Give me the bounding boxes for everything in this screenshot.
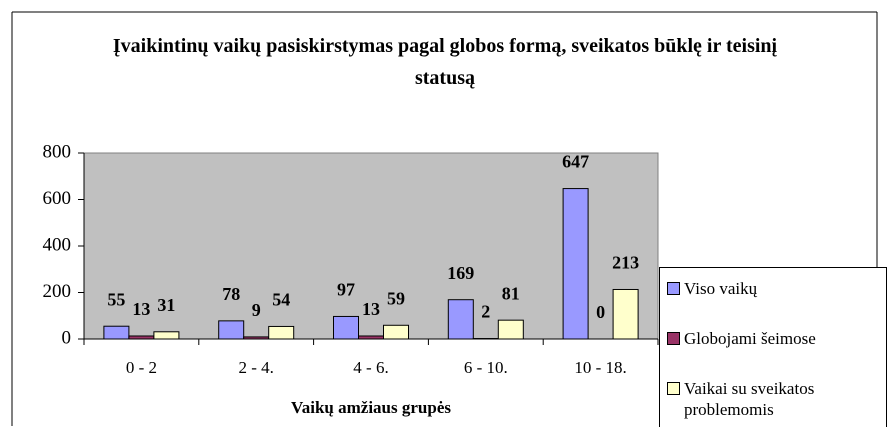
chart-title: Įvaikintinų vaikų pasiskirstymas pagal g… (89, 30, 801, 94)
bar (154, 332, 179, 339)
data-label: 9 (252, 300, 261, 320)
data-label: 0 (596, 302, 605, 322)
data-label: 31 (157, 295, 175, 315)
legend: Viso vaikų Globojami šeimose Vaikai su sve… (659, 267, 887, 427)
y-tick-label: 600 (43, 188, 72, 209)
bar (563, 189, 588, 339)
bar (359, 336, 384, 339)
legend-label: Vaikai su sveikatos problemomis (684, 378, 854, 420)
bar (129, 336, 154, 339)
y-tick-label: 400 (43, 234, 72, 255)
data-label: 13 (362, 299, 380, 319)
data-label: 81 (502, 283, 520, 303)
x-tick-label: 6 - 10. (464, 358, 508, 377)
data-label: 54 (272, 290, 290, 310)
bar (613, 289, 638, 339)
legend-entry: Viso vaikų (667, 278, 886, 328)
data-label: 55 (107, 289, 125, 309)
data-label: 2 (481, 302, 490, 322)
x-tick-label: 4 - 6. (353, 358, 388, 377)
data-label: 213 (612, 253, 639, 273)
bar (334, 316, 359, 339)
legend-entry: Vaikai su sveikatos problemomis (667, 378, 886, 428)
legend-label: Globojami šeimose (684, 328, 854, 349)
bar (448, 300, 473, 339)
legend-swatch (667, 332, 680, 345)
data-label: 78 (222, 284, 240, 304)
x-axis-title: Vaikų amžiaus grupės (291, 398, 451, 417)
legend-entry: Globojami šeimose (667, 328, 886, 378)
x-tick-label: 0 - 2 (126, 358, 157, 377)
data-label: 169 (447, 263, 474, 283)
bar (244, 337, 269, 339)
bar (219, 321, 244, 339)
x-tick-label: 10 - 18. (574, 358, 626, 377)
y-tick-label: 200 (43, 281, 72, 302)
bar (104, 326, 129, 339)
bar (384, 325, 409, 339)
bar (498, 320, 523, 339)
y-tick-label: 0 (62, 327, 72, 348)
legend-label: Viso vaikų (684, 278, 854, 299)
legend-swatch (667, 382, 680, 395)
data-label: 97 (337, 280, 355, 300)
data-label: 59 (387, 288, 405, 308)
bar (269, 326, 294, 339)
data-label: 647 (562, 152, 589, 172)
x-tick-label: 2 - 4. (238, 358, 273, 377)
legend-swatch (667, 282, 680, 295)
data-label: 13 (132, 299, 150, 319)
y-tick-label: 800 (43, 141, 72, 162)
